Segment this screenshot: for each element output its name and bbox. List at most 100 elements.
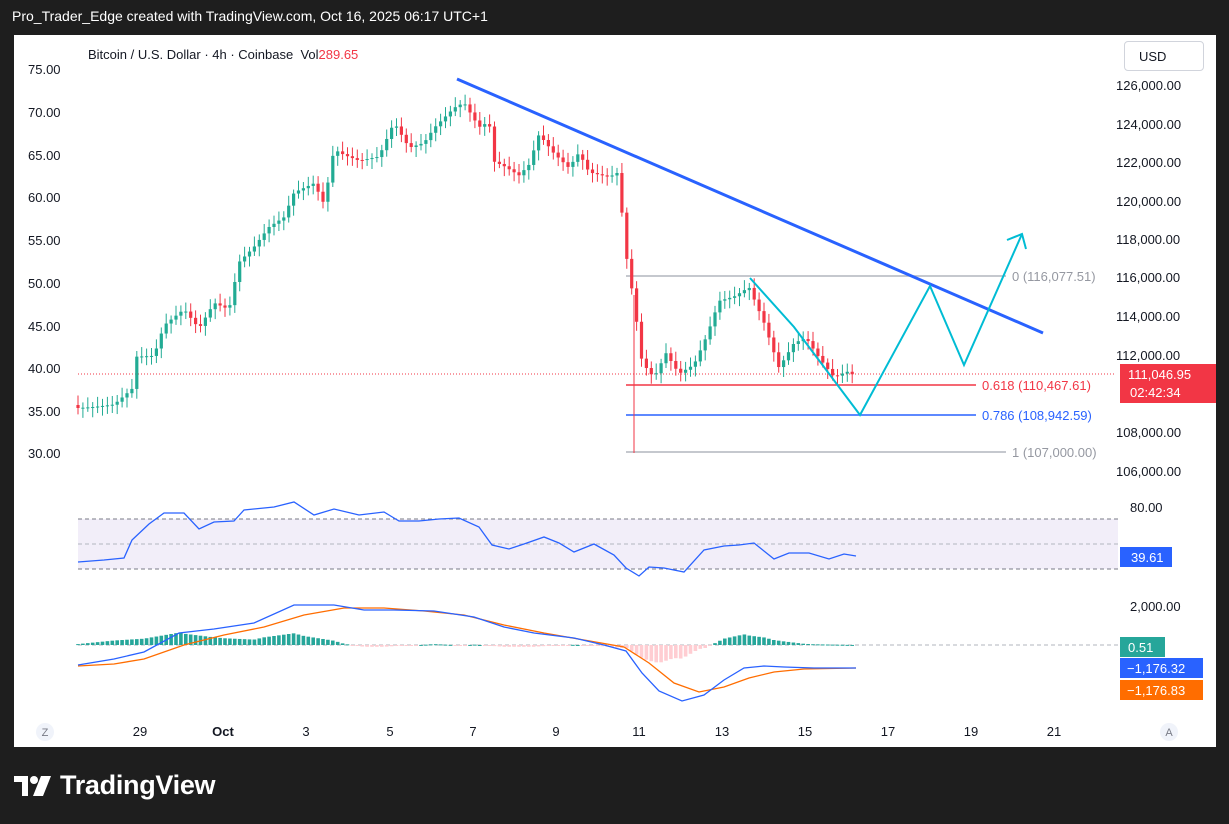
macd-histogram-bar: [840, 644, 845, 646]
candle-body: [576, 154, 580, 162]
macd-histogram-bar: [781, 641, 786, 645]
candle-body: [76, 405, 80, 408]
rsi-pane[interactable]: 80.00 39.61: [77, 500, 1172, 577]
candle-body: [610, 175, 614, 177]
macd-line: [77, 604, 856, 702]
candle-body: [649, 368, 653, 375]
macd-histogram-bar: [821, 644, 825, 646]
tradingview-logo-icon: [14, 775, 51, 796]
left-price-axis: 75.00 70.00 65.00 60.00 55.00 50.00 45.0…: [28, 62, 61, 461]
candle-body: [247, 251, 252, 257]
macd-histogram-bar: [600, 645, 605, 647]
macd-histogram-bar: [81, 643, 85, 645]
macd-histogram-bar: [703, 645, 707, 649]
candle-body: [311, 183, 315, 186]
macd-histogram-bar: [747, 635, 752, 645]
macd-histogram-bar: [159, 635, 164, 645]
macd-histogram-bar: [585, 645, 590, 646]
candle-body: [365, 159, 369, 161]
macd-histogram-bar: [806, 643, 810, 645]
candle-body: [100, 405, 105, 407]
candle-body: [752, 287, 756, 300]
macd-pane[interactable]: 2,000.00 0.51 −1,176.32 −1,176.83: [76, 599, 1203, 702]
fib-level-0-label: 0 (116,077.51): [1012, 269, 1096, 284]
macd-histogram-bar: [404, 645, 409, 646]
chart-canvas[interactable]: 75.00 70.00 65.00 60.00 55.00 50.00 45.0…: [14, 35, 1216, 747]
candle-body: [664, 353, 668, 364]
macd-histogram-bar: [110, 640, 115, 645]
candle-body: [252, 246, 256, 252]
macd-histogram-bar: [257, 638, 262, 645]
time-label: 17: [881, 724, 895, 739]
projection-path[interactable]: [749, 233, 1023, 417]
reset-scale-z-button[interactable]: Z: [36, 723, 54, 741]
macd-histogram-bar: [708, 645, 712, 646]
macd-histogram-bar: [409, 645, 413, 646]
candle-body: [468, 104, 472, 113]
macd-histogram-bar: [360, 645, 364, 647]
candle-body: [120, 397, 124, 402]
macd-histogram-bar: [791, 642, 796, 645]
fibonacci-retracement[interactable]: 0 (116,077.51) 0.618 (110,467.61) 0.786 …: [626, 269, 1097, 460]
candle-body: [149, 355, 154, 357]
macd-axis-label: 2,000.00: [1130, 599, 1181, 614]
candlestick-series[interactable]: [76, 94, 854, 453]
candle-body: [453, 107, 457, 112]
candle-body: [708, 326, 712, 340]
candle-body: [296, 190, 301, 194]
chart-frame[interactable]: Bitcoin / U.S. Dollar · 4h · Coinbase Vo…: [14, 35, 1216, 747]
macd-histogram-bar: [502, 645, 507, 647]
macd-histogram-bar: [115, 640, 119, 645]
candle-body: [517, 172, 521, 176]
candle-body: [742, 290, 746, 294]
candle-body: [630, 258, 634, 289]
projection-arrow-head: [1006, 232, 1027, 250]
candle-body: [81, 407, 85, 409]
macd-histogram-bar: [590, 645, 595, 646]
macd-histogram-bar: [76, 644, 80, 646]
candle-body: [786, 352, 791, 361]
left-axis-label: 35.00: [28, 404, 61, 419]
macd-histogram-bar: [316, 638, 320, 645]
candle-body: [605, 175, 609, 177]
macd-histogram-bar: [718, 640, 722, 645]
candle-body: [635, 288, 639, 322]
candle-body: [713, 312, 717, 327]
macd-histogram-bar: [267, 636, 271, 645]
macd-histogram-bar: [835, 644, 840, 646]
candle-body: [502, 163, 506, 167]
left-axis-label: 70.00: [28, 105, 61, 120]
macd-histogram-bar: [742, 634, 747, 645]
candle-body: [194, 317, 198, 325]
time-label: Oct: [212, 724, 234, 739]
candle-body: [326, 182, 330, 202]
macd-histogram-bar: [370, 645, 374, 647]
candle-body: [600, 174, 604, 176]
candle-body: [669, 353, 673, 361]
candle-body: [223, 305, 227, 308]
macd-histogram-bar: [478, 644, 482, 646]
macd-histogram-bar: [125, 639, 129, 645]
macd-histogram-bar: [453, 645, 458, 646]
candle-body: [277, 220, 281, 224]
current-price-value: 111,046.95: [1128, 367, 1191, 382]
candle-body: [777, 352, 781, 368]
candle-body: [791, 343, 795, 353]
macd-histogram-bar: [497, 645, 502, 647]
macd-histogram-bar: [786, 641, 791, 645]
descending-trendline[interactable]: [456, 77, 1044, 335]
auto-scale-a-button[interactable]: A: [1160, 723, 1178, 741]
candle-body: [409, 143, 413, 147]
currency-button[interactable]: USD: [1124, 41, 1204, 71]
candle-body: [306, 185, 310, 189]
macd-histogram-bar: [487, 645, 492, 646]
symbol-legend[interactable]: Bitcoin / U.S. Dollar · 4h · Coinbase Vo…: [88, 47, 358, 62]
candle-body: [350, 156, 354, 159]
macd-histogram-bar: [566, 645, 570, 646]
candle-body: [845, 371, 849, 374]
candle-body: [390, 127, 394, 139]
right-axis-label: 116,000.00: [1116, 270, 1180, 285]
candle-body: [497, 161, 501, 164]
macd-histogram-bar: [389, 645, 394, 647]
candle-body: [404, 134, 408, 144]
